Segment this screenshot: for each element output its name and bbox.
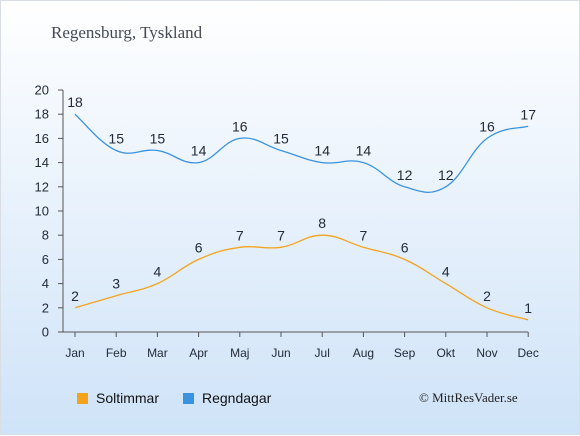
- copyright-text: © MittResVader.se: [419, 390, 518, 405]
- data-label-sun: 1: [524, 300, 532, 316]
- y-tick-label: 8: [42, 228, 49, 243]
- data-label-rain: 12: [397, 167, 413, 183]
- data-label-rain: 14: [191, 143, 207, 159]
- data-label-rain: 15: [273, 131, 289, 147]
- series-line-rain: [74, 113, 529, 193]
- data-label-rain: 17: [520, 106, 536, 122]
- data-label-sun: 4: [442, 264, 450, 280]
- data-label-sun: 4: [154, 264, 162, 280]
- data-label-sun: 8: [318, 215, 326, 231]
- legend-item-sun: Soltimmar: [77, 390, 159, 406]
- data-label-sun: 6: [401, 239, 409, 255]
- x-tick-label: Jul: [315, 346, 330, 360]
- x-tick-label: Maj: [230, 346, 249, 360]
- data-label-sun: 7: [360, 227, 368, 243]
- data-label-sun: 2: [483, 288, 491, 304]
- y-tick-label: 2: [42, 300, 49, 315]
- x-tick-label: Apr: [189, 346, 208, 360]
- legend-label-sun: Soltimmar: [96, 390, 160, 406]
- legend-swatch-rain: [183, 392, 194, 404]
- x-tick-label: Okt: [436, 346, 455, 360]
- data-label-rain: 16: [232, 118, 248, 134]
- chart-title: Regensburg, Tyskland: [51, 23, 203, 42]
- data-label-sun: 6: [195, 239, 203, 255]
- x-tick-label: Nov: [476, 346, 497, 360]
- y-tick-label: 12: [35, 179, 49, 194]
- y-tick-label: 16: [35, 131, 49, 146]
- series-line-sun: [74, 234, 529, 321]
- y-tick-label: 0: [42, 325, 49, 340]
- y-tick-label: 14: [35, 155, 49, 170]
- x-tick-label: Dec: [518, 346, 539, 360]
- x-tick-label: Jun: [271, 346, 290, 360]
- legend-swatch-sun: [77, 392, 88, 404]
- data-label-rain: 16: [479, 118, 495, 134]
- legend-label-rain: Regndagar: [202, 390, 272, 406]
- y-tick-label: 20: [35, 83, 49, 98]
- data-label-rain: 12: [438, 167, 454, 183]
- legend-item-rain: Regndagar: [183, 390, 271, 406]
- data-label-rain: 14: [314, 143, 330, 159]
- x-tick-label: Sep: [394, 346, 416, 360]
- data-label-rain: 15: [108, 131, 124, 147]
- y-tick-label: 6: [42, 252, 49, 267]
- y-tick-label: 10: [35, 204, 49, 219]
- x-tick-label: Jan: [65, 346, 84, 360]
- data-label-sun: 7: [236, 227, 244, 243]
- x-tick-label: Aug: [353, 346, 374, 360]
- data-label-sun: 7: [277, 227, 285, 243]
- y-tick-label: 18: [35, 107, 49, 122]
- data-label-sun: 2: [71, 288, 79, 304]
- data-label-sun: 3: [112, 276, 120, 292]
- y-tick-label: 4: [42, 276, 49, 291]
- x-tick-label: Feb: [106, 346, 127, 360]
- data-label-rain: 14: [356, 143, 372, 159]
- data-label-rain: 15: [150, 131, 166, 147]
- data-label-rain: 18: [67, 94, 83, 110]
- x-tick-label: Mar: [147, 346, 168, 360]
